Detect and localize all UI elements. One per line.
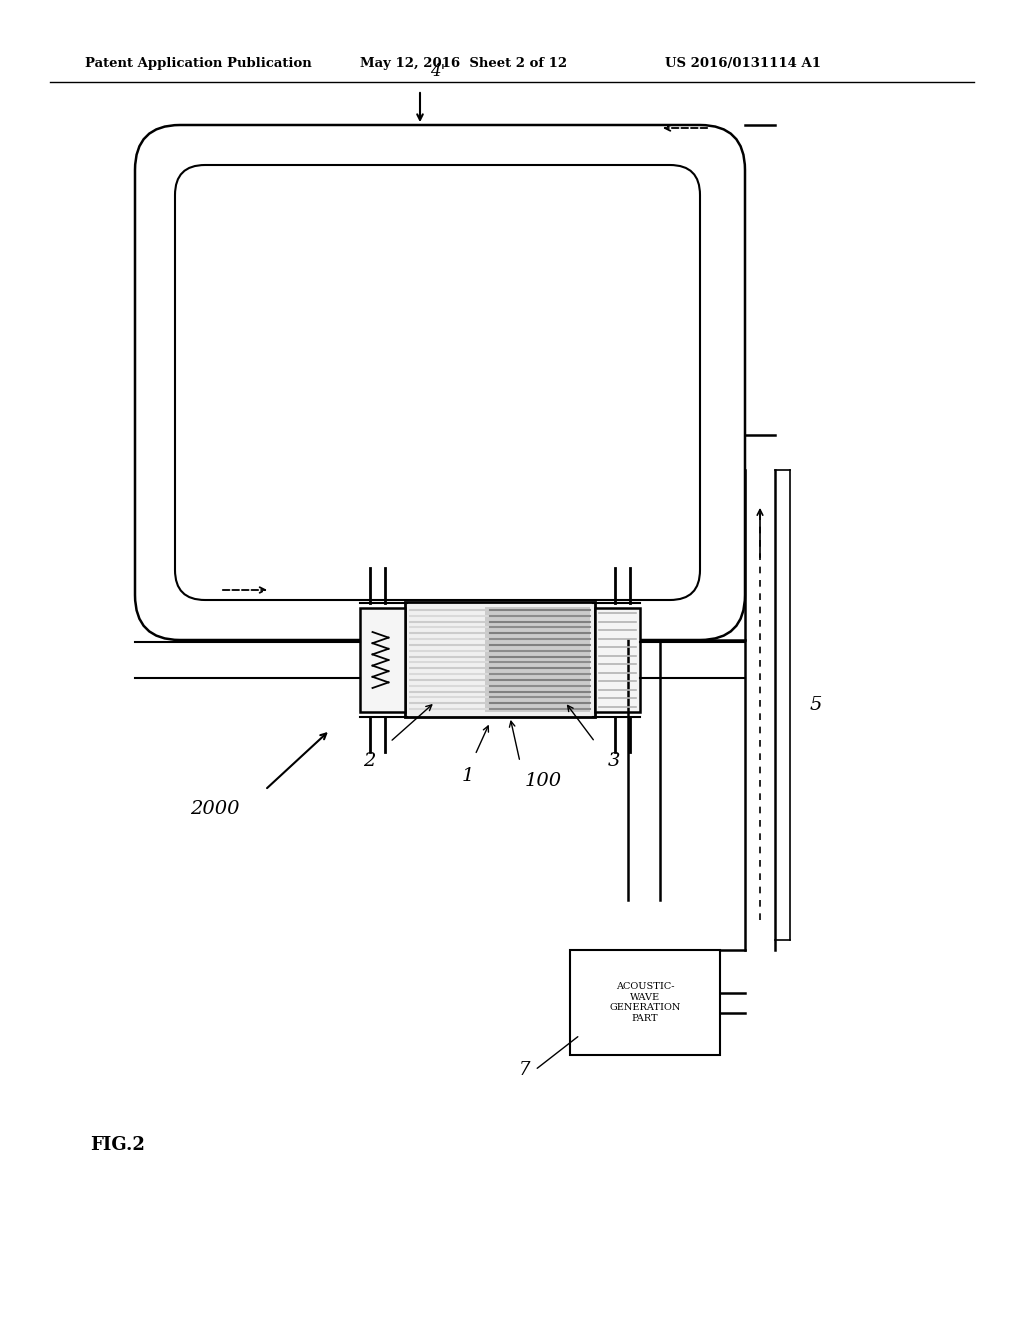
Text: FIG.2: FIG.2 [90, 1137, 144, 1154]
Bar [360, 609, 406, 711]
Bar [406, 602, 595, 717]
Text: 2000: 2000 [190, 800, 240, 818]
Text: 7: 7 [518, 1061, 530, 1078]
Text: Patent Application Publication: Patent Application Publication [85, 57, 311, 70]
Text: US 2016/0131114 A1: US 2016/0131114 A1 [665, 57, 821, 70]
Bar [485, 607, 590, 711]
Bar [595, 609, 640, 711]
Text: 1: 1 [462, 767, 474, 785]
Bar [570, 950, 720, 1055]
Text: 4': 4' [430, 63, 445, 81]
Text: 100: 100 [525, 772, 562, 789]
Text: 5: 5 [810, 696, 822, 714]
Text: May 12, 2016  Sheet 2 of 12: May 12, 2016 Sheet 2 of 12 [360, 57, 567, 70]
Text: 3: 3 [608, 752, 621, 770]
Text: ACOUSTIC-
WAVE
GENERATION
PART: ACOUSTIC- WAVE GENERATION PART [609, 982, 681, 1023]
Text: 2: 2 [362, 752, 375, 770]
